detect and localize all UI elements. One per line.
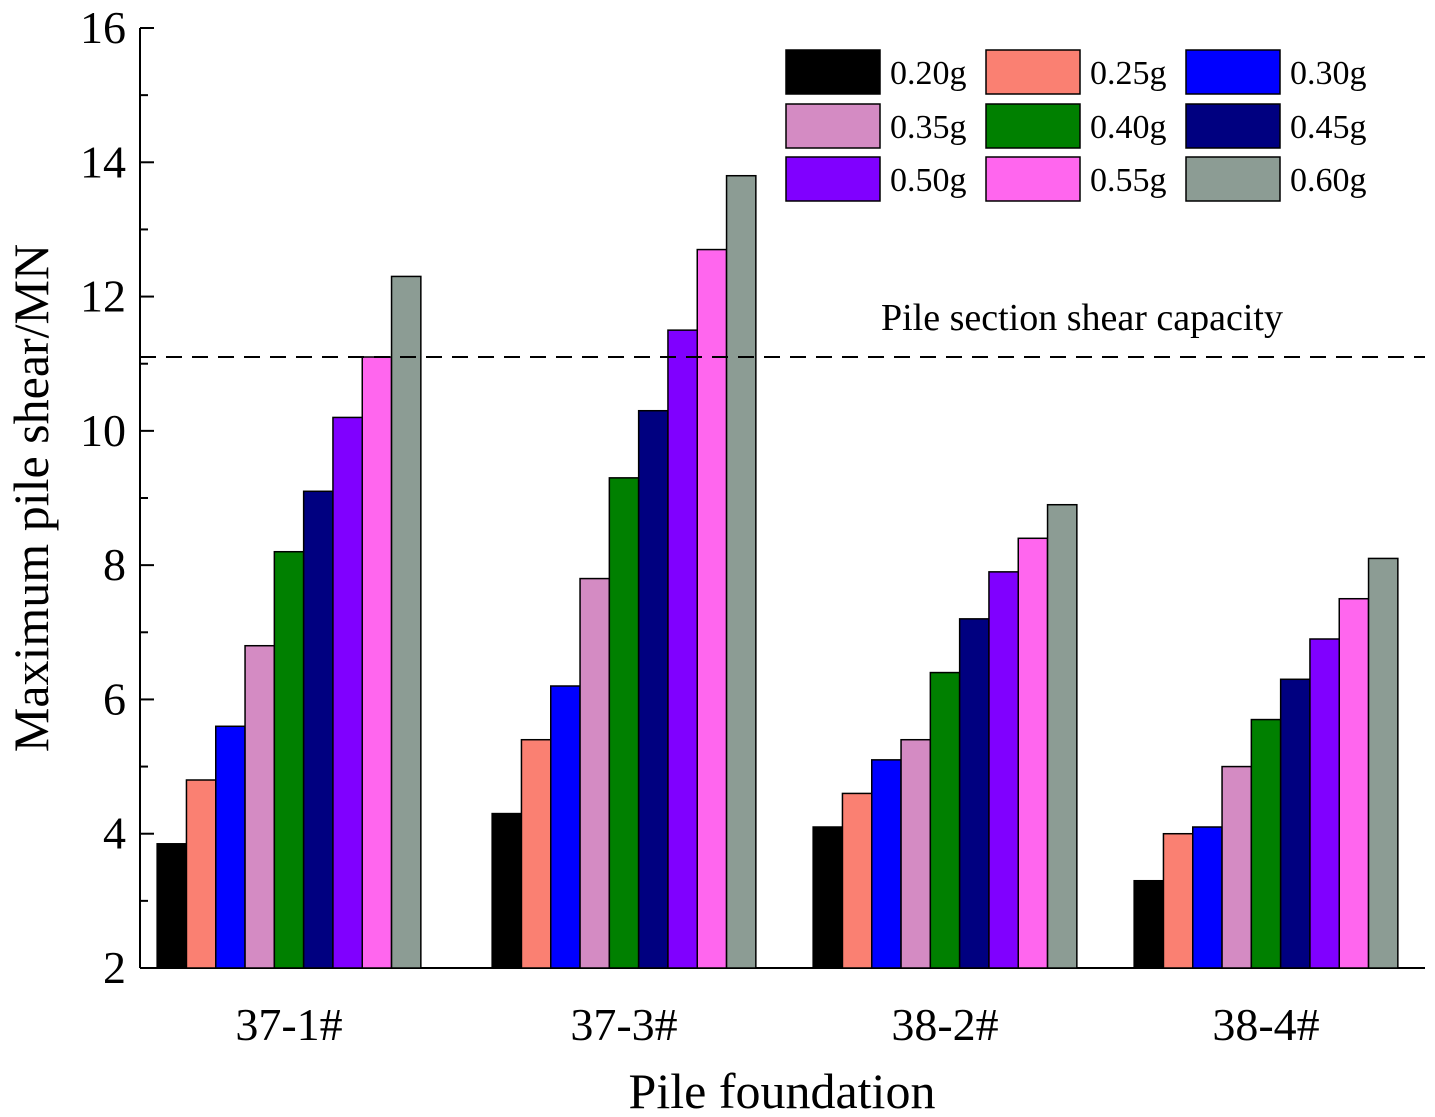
bar-38-2-0.55g [1017,537,1049,969]
x-tick-label: 38-2# [891,999,998,1050]
y-tick-label: 10 [80,405,126,456]
bar-37-3-0.40g [608,477,640,969]
bar-38-2-0.45g [958,618,990,969]
legend-label: 0.40g [1090,109,1167,146]
y-tick-label: 6 [103,673,126,724]
legend-label: 0.60g [1290,162,1367,199]
legend-swatch [785,49,881,95]
shear-capacity-label: Pile section shear capacity [881,297,1283,339]
x-tick-label: 38-4# [1212,999,1319,1050]
reference-line-group: Pile section shear capacity [140,297,1425,358]
bar-38-4-0.50g [1309,638,1340,969]
legend-label: 0.45g [1290,109,1367,146]
legend-swatch [1185,103,1281,149]
bar-38-4-0.45g [1279,678,1311,969]
bar-38-4-0.55g [1338,597,1370,969]
bar-38-4-0.20g [1133,879,1165,969]
bar-37-1-0.60g [390,275,422,969]
legend-label: 0.30g [1290,55,1367,92]
y-ticks: 2 4 6 8 10 12 14 16 [80,2,154,993]
bar-38-2-0.50g [988,571,1020,969]
y-axis-title: Maximum pile shear/MN [3,244,59,752]
bar-38-2-0.60g [1046,503,1078,969]
y-tick-label: 16 [80,2,126,53]
bar-37-1-0.25g [185,779,217,969]
x-tick-label: 37-1# [235,999,342,1050]
bar-38-2-0.20g [812,826,844,969]
bar-38-4-0.25g [1162,832,1194,969]
bar-37-1-0.20g [156,843,188,969]
bar-38-2-0.40g [929,671,961,969]
y-tick-label: 8 [103,539,126,590]
y-tick-label: 12 [80,271,126,322]
x-axis-title: Pile foundation [629,1063,936,1117]
bar-38-2-0.25g [841,792,873,969]
legend-label: 0.35g [890,109,967,146]
bar-37-1-0.50g [332,416,364,969]
legend-swatch [985,156,1081,202]
bar-38-2-0.35g [900,738,932,969]
bars [156,174,1399,969]
bar-38-2-0.30g [871,759,902,969]
bar-38-4-0.35g [1221,765,1253,969]
legend-swatch [1185,49,1281,95]
legend-label: 0.25g [1090,55,1167,92]
y-tick-label: 2 [103,942,126,993]
bar-37-3-0.30g [550,685,581,969]
bar-37-1-0.30g [215,725,246,969]
legend-swatch [1185,156,1281,202]
bar-37-3-0.20g [491,812,523,969]
bar-37-1-0.55g [361,356,393,969]
bar-37-3-0.45g [637,409,669,969]
legend-label: 0.20g [890,55,967,92]
bar-38-4-0.30g [1192,826,1223,969]
bar-37-3-0.60g [725,174,757,969]
bar-38-4-0.40g [1250,718,1282,969]
bar-37-1-0.40g [273,550,305,969]
legend-swatch [785,156,881,202]
bar-38-4-0.60g [1367,557,1399,969]
bar-37-3-0.50g [667,329,699,969]
legend: 0.20g 0.25g 0.30g 0.35g 0.40g 0.45g 0.50g 0.55g… [785,49,1367,202]
y-tick-label: 4 [103,808,126,859]
x-ticks: 37-1# 37-3# 38-2# 38-4# [235,999,1319,1050]
bar-37-3-0.35g [579,577,611,969]
legend-label: 0.50g [890,162,967,199]
legend-swatch [785,103,881,149]
legend-swatch [985,103,1081,149]
x-tick-label: 37-3# [570,999,677,1050]
bar-37-3-0.55g [696,248,728,969]
bar-37-1-0.45g [302,490,334,969]
legend-label: 0.55g [1090,162,1167,199]
y-tick-label: 14 [80,136,126,187]
legend-swatch [985,49,1081,95]
bar-37-1-0.35g [244,644,276,969]
bar-37-3-0.25g [520,738,552,969]
